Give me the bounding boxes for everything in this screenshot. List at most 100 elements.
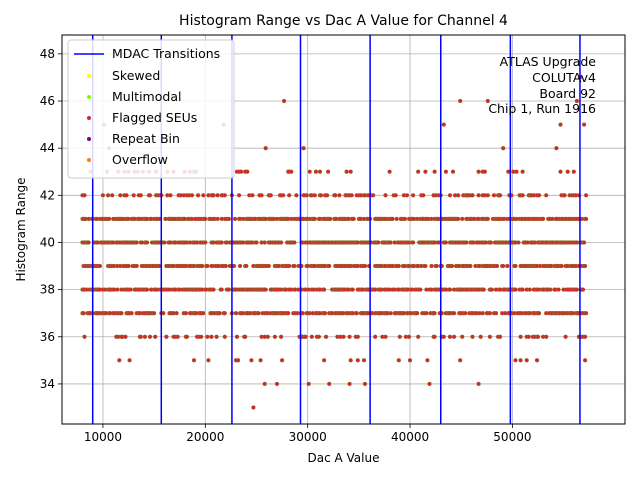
data-point: [394, 216, 399, 222]
data-point: [429, 263, 434, 269]
data-point: [540, 216, 546, 222]
data-point: [258, 358, 263, 363]
data-point: [337, 193, 342, 198]
data-point: [497, 334, 503, 339]
data-point: [317, 169, 323, 174]
data-point: [451, 311, 457, 316]
data-point: [164, 334, 169, 339]
y-tick-label: 38: [40, 283, 55, 297]
data-point: [199, 334, 204, 339]
data-point: [482, 169, 487, 174]
data-point: [383, 334, 388, 339]
data-point: [115, 287, 120, 292]
data-point: [138, 193, 143, 198]
y-tick-label: 34: [40, 377, 55, 391]
data-point: [513, 358, 518, 363]
data-point: [304, 193, 309, 198]
data-point: [265, 334, 270, 339]
data-point: [286, 311, 291, 316]
data-point: [262, 240, 267, 245]
legend-swatch-skewed: [87, 74, 91, 78]
data-point: [97, 263, 103, 269]
data-point: [393, 193, 398, 198]
data-point: [263, 287, 268, 292]
y-tick-label: 46: [40, 94, 55, 108]
data-point: [350, 287, 355, 292]
data-point: [144, 240, 150, 245]
data-point: [476, 169, 481, 174]
data-point: [281, 98, 287, 104]
data-point: [447, 334, 453, 339]
data-point: [203, 216, 208, 222]
data-point: [544, 334, 549, 339]
data-point: [574, 98, 580, 104]
legend: MDAC Transitions Skewed Multimodal Flagg…: [67, 39, 235, 179]
data-point: [565, 169, 570, 174]
data-point: [268, 193, 273, 198]
data-point: [355, 358, 360, 363]
y-tick-label: 48: [40, 47, 55, 61]
data-point: [571, 169, 576, 174]
data-point: [254, 240, 259, 245]
data-point: [81, 311, 86, 316]
annotation-line-4: Chip 1, Run 1916: [488, 101, 596, 116]
data-point: [520, 193, 525, 198]
legend-box: [67, 39, 235, 179]
data-point: [110, 193, 115, 198]
data-point: [443, 169, 449, 174]
data-point: [287, 193, 292, 198]
data-point: [238, 169, 244, 174]
data-point: [300, 311, 305, 316]
data-point: [292, 263, 297, 269]
data-point: [215, 216, 220, 222]
data-point: [195, 193, 201, 198]
data-point: [237, 263, 243, 269]
data-point: [434, 263, 439, 269]
data-point: [563, 334, 568, 339]
data-point: [157, 263, 162, 269]
legend-label-multimodal: Multimodal: [112, 89, 181, 104]
data-point: [211, 193, 216, 198]
data-point: [251, 405, 256, 410]
data-point: [534, 358, 540, 363]
data-point: [117, 358, 122, 363]
data-point: [383, 193, 388, 198]
data-point: [209, 334, 214, 339]
data-point: [303, 334, 308, 339]
data-point: [127, 358, 132, 363]
data-point: [287, 263, 292, 269]
data-point: [468, 263, 473, 269]
legend-swatch-overflow: [87, 158, 91, 162]
data-point: [200, 263, 205, 269]
data-point: [581, 240, 587, 245]
data-point: [312, 193, 317, 198]
data-point: [278, 240, 284, 245]
data-point: [233, 311, 239, 316]
data-point: [527, 287, 532, 292]
y-axis-label: Histogram Range: [14, 177, 28, 281]
data-point: [138, 334, 143, 339]
data-point: [463, 311, 468, 316]
data-point: [535, 334, 541, 339]
data-point: [123, 334, 128, 339]
data-point: [470, 193, 475, 198]
data-point: [390, 216, 395, 222]
data-point: [524, 358, 529, 363]
data-point: [427, 381, 432, 387]
data-point: [505, 263, 510, 269]
data-point: [274, 381, 280, 387]
data-point: [396, 358, 401, 363]
data-point: [307, 169, 312, 174]
data-point: [151, 311, 157, 316]
data-point: [82, 334, 87, 339]
data-point: [322, 311, 328, 316]
data-point: [554, 146, 559, 151]
data-point: [580, 287, 586, 292]
data-point: [313, 169, 319, 174]
data-point: [206, 358, 211, 363]
data-point: [327, 381, 332, 387]
data-point: [219, 240, 224, 245]
data-point: [513, 287, 518, 292]
x-tick-label: 10000: [84, 430, 122, 444]
data-point: [388, 311, 393, 316]
